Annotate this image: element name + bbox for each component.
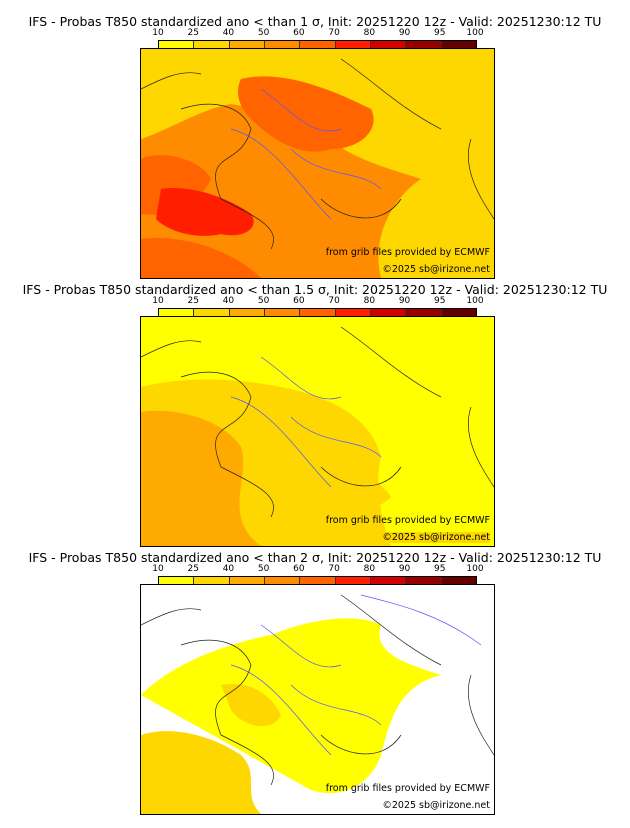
colorbar-segment [264,41,301,49]
colorbar-tick-label: 60 [293,28,305,38]
colorbar-tick-label: 100 [466,28,484,38]
colorbar-segment [335,309,371,317]
colorbar-tick-label: 80 [363,28,376,38]
credit-copyright: ©2025 sb@irizone.net [382,532,490,543]
colorbar-segment [441,41,476,49]
colorbar-segment [370,309,407,317]
colorbar-tick-label: 80 [363,296,376,306]
colorbar-tick-label: 10 [152,28,164,38]
credit-source: from grib files provided by ECMWF [325,515,490,526]
colorbar-tick-label: 95 [434,28,446,38]
colorbar-segment [406,309,442,317]
colorbar-segment [370,41,407,49]
colorbar-tick-label: 40 [222,296,235,306]
panel-title: IFS - Probas T850 standardized ano < tha… [22,282,608,297]
colorbar-segment [370,577,407,585]
colorbar-tick-label: 100 [466,296,484,306]
colorbar-tick-label: 25 [187,564,199,574]
colorbar-tick-label: 50 [257,564,270,574]
colorbar-segment [441,309,476,317]
colorbar-tick-label: 100 [466,564,484,574]
panel-title: IFS - Probas T850 standardized ano < tha… [28,550,602,565]
colorbar-tick-label: 10 [152,296,164,306]
colorbar-segment [300,577,336,585]
colorbar-segment [264,309,301,317]
colorbar-tick-label: 70 [328,28,340,38]
colorbar-tick-label: 95 [434,296,446,306]
credit-copyright: ©2025 sb@irizone.net [382,800,490,811]
credit-source: from grib files provided by ECMWF [325,783,490,794]
colorbar-tick-label: 40 [222,564,235,574]
colorbar-segment [300,41,336,49]
colorbar-segment [229,577,265,585]
colorbar-segment [159,577,195,585]
colorbar-segment [300,309,336,317]
probability-map: from grib files provided by ECMWF ©2025 … [140,584,495,815]
colorbar-tick-label: 90 [398,564,411,574]
colorbar-tick-label: 50 [257,28,270,38]
colorbar-segment [229,309,265,317]
colorbar-tick-label: 10 [152,564,164,574]
colorbar-ticks: 10 25 40 50 60 70 80 90 95 100 [152,564,483,575]
colorbar-tick-label: 70 [328,564,340,574]
credit-copyright: ©2025 sb@irizone.net [382,264,490,275]
colorbar-segment [194,577,230,585]
colorbar-segment [194,309,230,317]
colorbar-tick-label: 70 [328,296,340,306]
colorbar-segment [335,577,371,585]
colorbar-segment [159,41,195,49]
panel-title: IFS - Probas T850 standardized ano < tha… [28,14,602,29]
colorbar-segment [406,577,442,585]
colorbar-segment [229,41,265,49]
colorbar-tick-label: 25 [187,296,199,306]
colorbar-tick-label: 90 [398,296,411,306]
colorbar-segment [264,577,301,585]
colorbar-tick-label: 60 [293,564,305,574]
colorbar-tick-label: 40 [222,28,235,38]
colorbar-segment [335,41,371,49]
colorbar-tick-label: 25 [187,28,199,38]
colorbar-tick-label: 50 [257,296,270,306]
credit-source: from grib files provided by ECMWF [325,247,490,258]
colorbar-tick-label: 80 [363,564,376,574]
colorbar-segment [194,41,230,49]
probability-map: from grib files provided by ECMWF ©2025 … [140,48,495,279]
colorbar-tick-label: 95 [434,564,446,574]
probability-map: from grib files provided by ECMWF ©2025 … [140,316,495,547]
colorbar-tick-label: 60 [293,296,305,306]
colorbar-segment [441,577,476,585]
colorbar-tick-label: 90 [398,28,411,38]
colorbar-ticks: 10 25 40 50 60 70 80 90 95 100 [152,296,483,307]
colorbar-segment [406,41,442,49]
colorbar-ticks: 10 25 40 50 60 70 80 90 95 100 [152,28,483,39]
colorbar-segment [159,309,195,317]
